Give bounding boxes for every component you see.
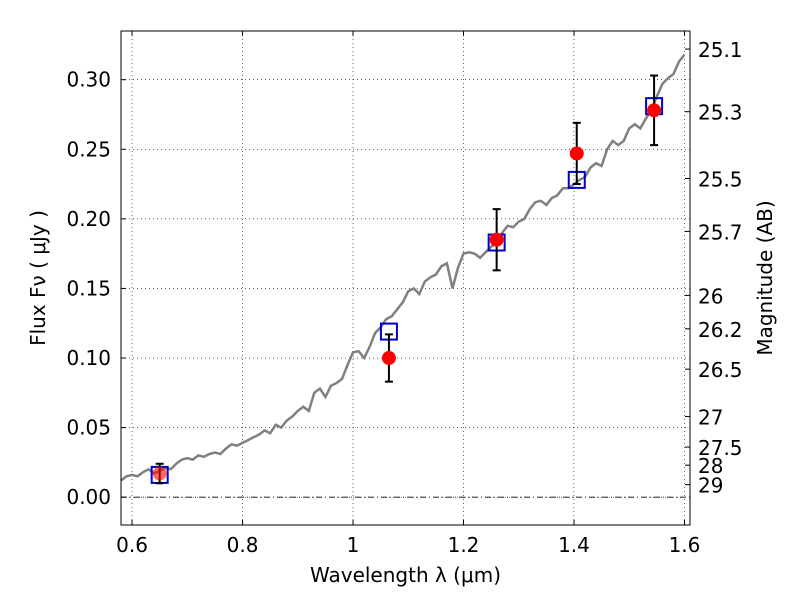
plot-frame — [120, 30, 691, 526]
magnitude-tick-label: 25.5 — [698, 168, 743, 192]
magnitude-tick-label: 26.2 — [698, 318, 743, 342]
x-tick-label: 0.8 — [227, 533, 259, 557]
magnitude-tick-label: 25.3 — [698, 101, 743, 125]
plot-area — [121, 31, 690, 525]
grid — [121, 31, 690, 525]
magnitude-tick-label: 27.5 — [698, 436, 743, 460]
observed-flux-point — [381, 351, 396, 366]
x-tick-label: 1.6 — [669, 533, 701, 557]
y-tick-label: 0.30 — [66, 68, 111, 92]
magnitude-tick-label: 25.7 — [698, 220, 743, 244]
observed-flux-point — [647, 103, 662, 118]
y-axis-title: Flux Fν ( μJy ) — [26, 210, 50, 346]
observed-flux-point — [152, 466, 167, 481]
x-axis-title: Wavelength λ (μm) — [310, 563, 501, 587]
x-tick-label: 0.6 — [116, 533, 148, 557]
y-tick-label: 0.05 — [66, 416, 111, 440]
y-tick-label: 0.10 — [66, 346, 111, 370]
magnitude-tick-label: 27 — [698, 405, 723, 429]
y-tick-label: 0.25 — [66, 137, 111, 161]
y-tick-label: 0.20 — [66, 207, 111, 231]
x-tick-label: 1.2 — [448, 533, 480, 557]
magnitude-tick-label: 28 — [698, 454, 723, 478]
model-spectrum-line — [120, 53, 686, 482]
magnitude-tick-label: 26 — [698, 284, 723, 308]
axis-ticks — [121, 31, 690, 525]
y-tick-label: 0.00 — [66, 485, 111, 509]
magnitude-tick-label: 29 — [698, 474, 723, 498]
plot-marks — [120, 53, 686, 485]
right-axis-title: Magnitude (AB) — [753, 200, 777, 355]
x-tick-label: 1 — [347, 533, 360, 557]
x-tick-label: 1.4 — [558, 533, 590, 557]
observed-flux-point — [489, 232, 504, 247]
magnitude-tick-label: 25.1 — [698, 38, 743, 62]
observed-flux-point — [569, 146, 584, 161]
magnitude-tick-label: 26.5 — [698, 358, 743, 382]
y-tick-label: 0.15 — [66, 276, 111, 300]
tick-labels: 0.6 0.8 1 1.2 1.4 1.6 0.00 0.05 0.10 0.15 0.20 0.25… — [66, 38, 742, 557]
